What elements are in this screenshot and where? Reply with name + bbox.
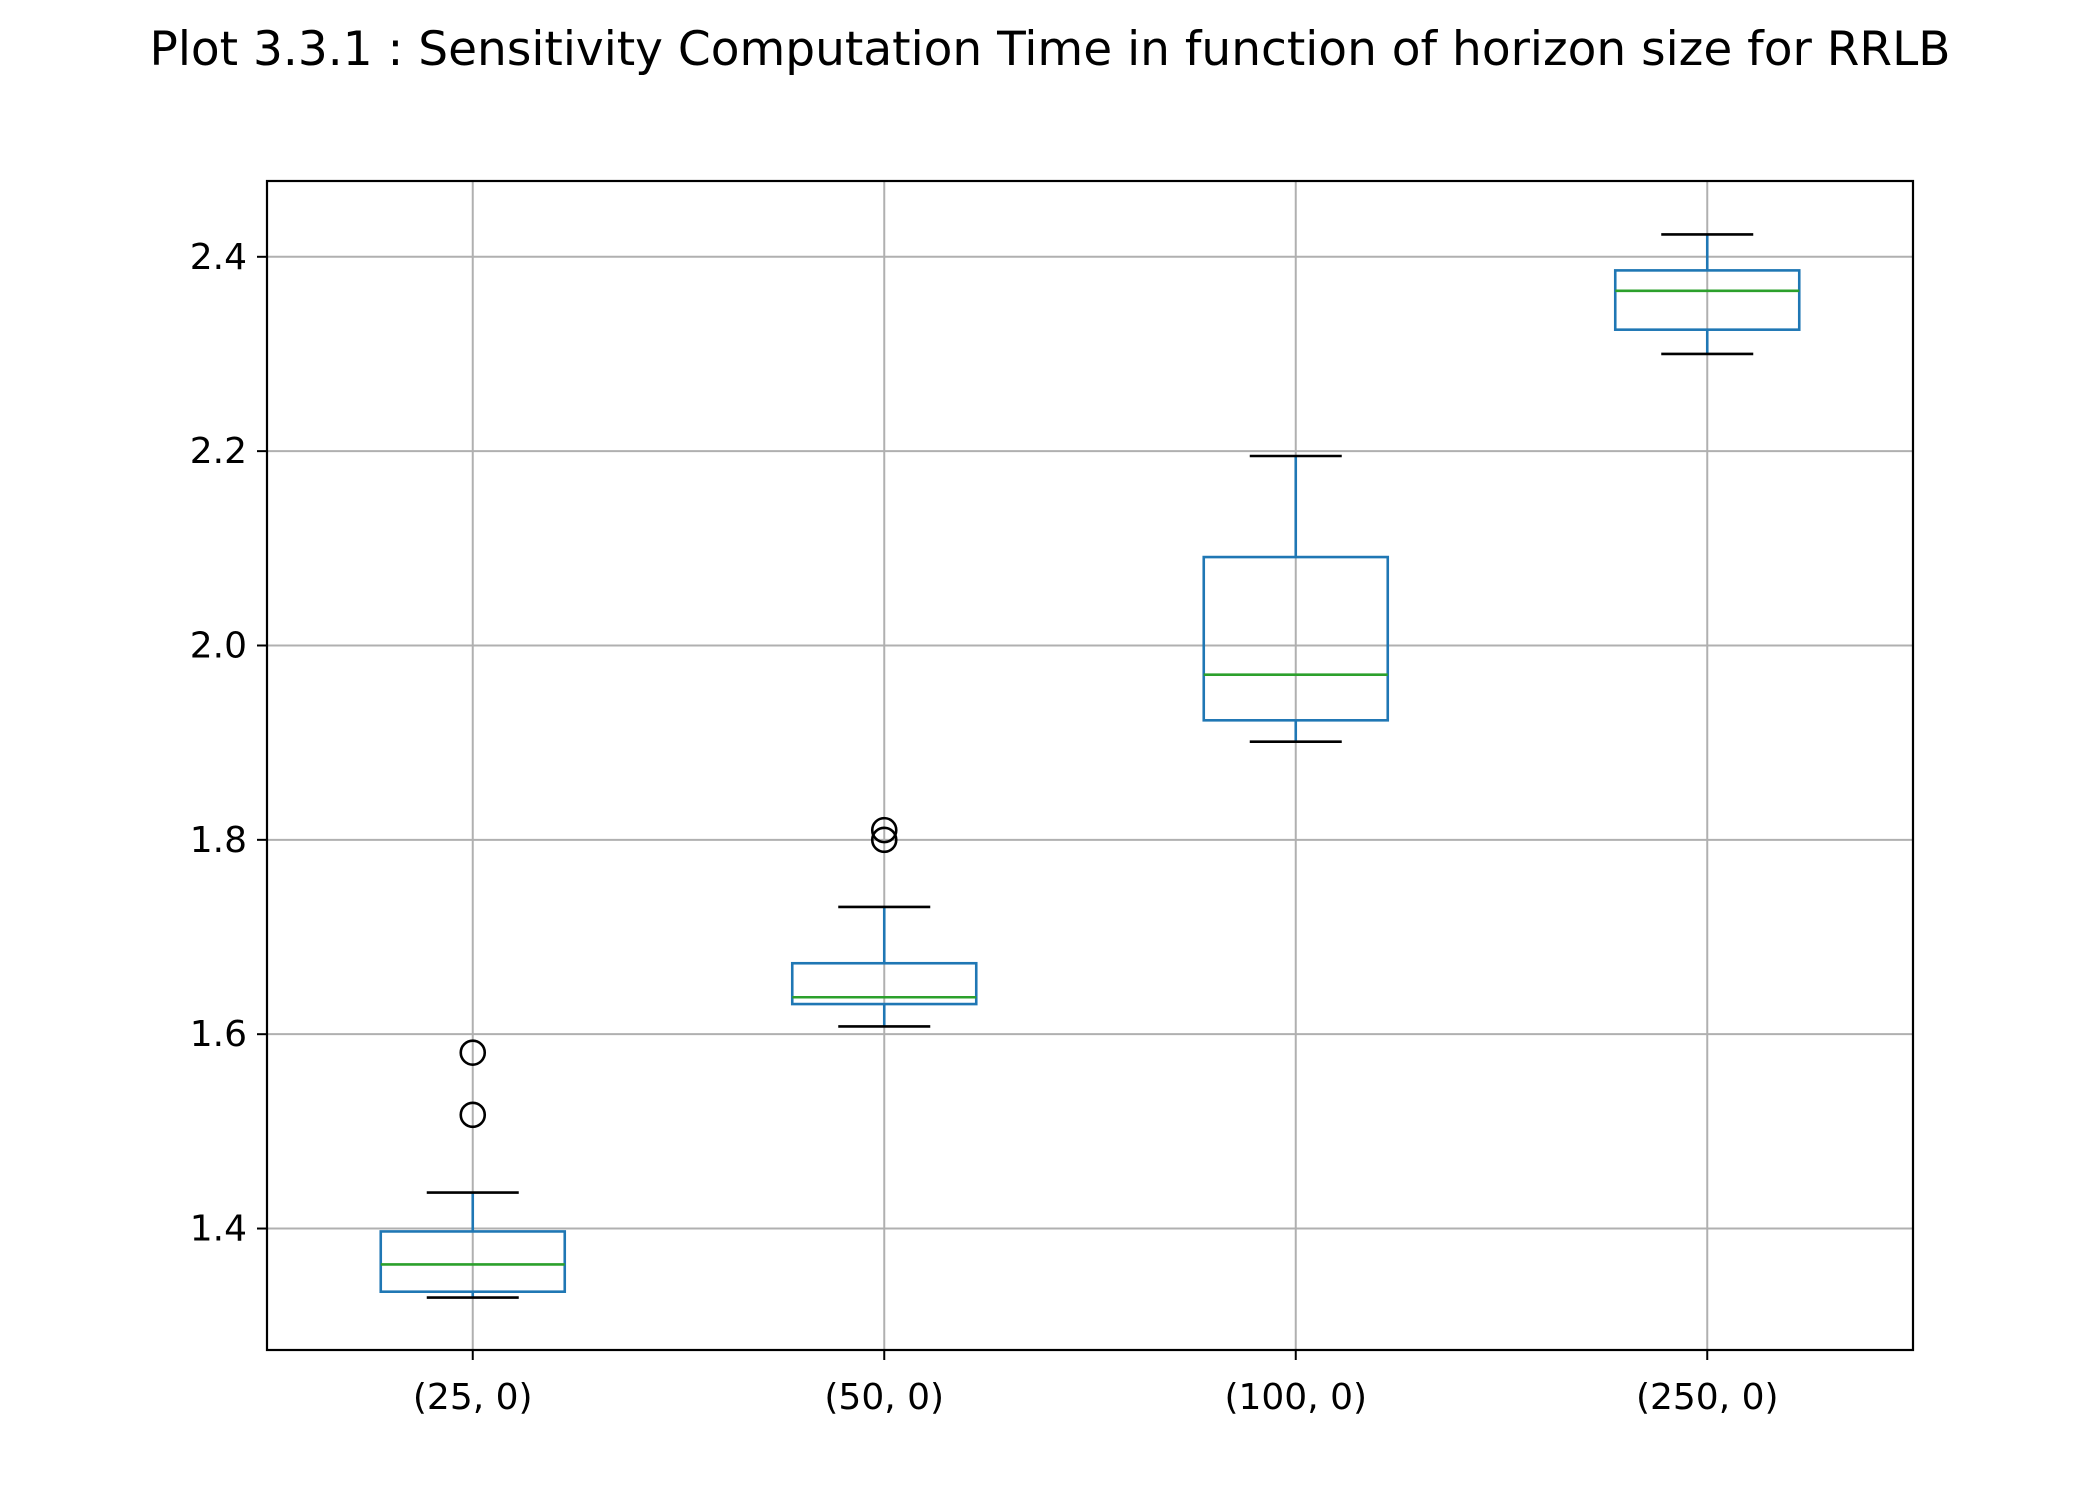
outlier-point [459,1101,487,1129]
y-tick-label: 1.4 [190,1209,247,1250]
box-group [1613,233,1801,356]
outlier-point [870,816,898,844]
box-group [379,1039,567,1299]
iqr-box [1613,269,1801,331]
y-tick-label: 2.2 [190,431,247,472]
plot-frame [265,179,1915,1352]
grid-layer [267,181,1913,1350]
y-tick-label: 1.6 [190,1014,247,1055]
y-tick-label: 2.4 [190,237,247,278]
x-tick-label: (100, 0) [1224,1377,1367,1418]
box-group [790,816,978,1028]
outlier-point [870,826,898,854]
iqr-box [379,1230,567,1293]
tick-layer: 1.4 1.6 1.8 2.0 2.2 2.4 (25, 0) (50, 0) (100, 0)… [190,237,1779,1418]
outlier-point [459,1039,487,1066]
y-tick-label: 1.8 [190,820,247,861]
y-tick-label: 2.0 [190,625,247,666]
x-tick-label: (250, 0) [1636,1377,1779,1418]
iqr-box [790,961,978,1006]
box-layer [379,233,1801,1299]
chart-title: Plot 3.3.1 : Sensitivity Computation Tim… [149,22,1951,77]
x-tick-label: (50, 0) [824,1377,944,1418]
x-tick-label: (25, 0) [413,1377,533,1418]
box-group [1202,454,1390,743]
iqr-box [1202,555,1390,722]
